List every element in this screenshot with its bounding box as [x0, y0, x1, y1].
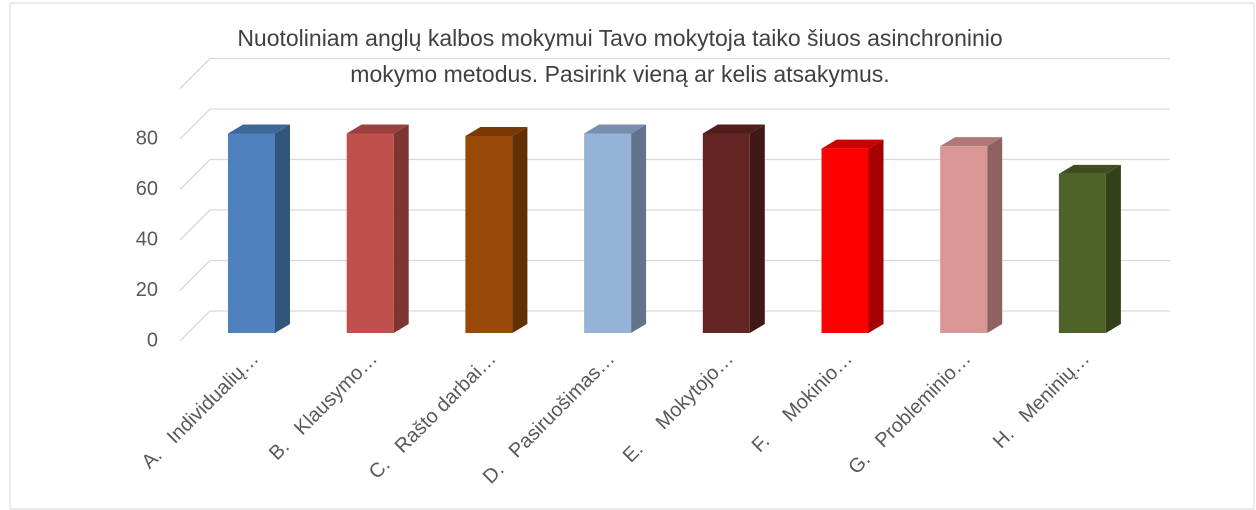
bar-top: [940, 137, 1003, 147]
bar: [940, 137, 1003, 333]
bar: [228, 124, 290, 334]
bar-side: [868, 139, 884, 333]
y-tick-label: 40: [136, 228, 158, 250]
y-tick-label: 60: [136, 178, 158, 200]
bar-side: [275, 124, 290, 334]
bar-side: [393, 124, 409, 334]
bar-side: [749, 124, 765, 334]
y-tick-label: 80: [136, 127, 158, 149]
bar-side: [631, 124, 647, 334]
chart-title: Nuotoliniam anglų kalbos mokymui Tavo mo…: [237, 25, 1002, 51]
bar-front: [584, 133, 632, 333]
bar-top: [228, 124, 290, 134]
grid-line: [179, 159, 211, 190]
bar-top: [821, 139, 884, 149]
bar-top: [584, 124, 647, 134]
chart-subtitle: mokymo metodus. Pasirink vieną ar kelis …: [350, 61, 889, 87]
bar-side: [512, 127, 528, 333]
grid-line: [179, 310, 211, 342]
y-tick-label: 20: [136, 279, 158, 301]
bar-front: [1058, 173, 1106, 333]
bar-top: [702, 124, 765, 134]
bar-front: [465, 136, 513, 333]
bar-front: [940, 146, 988, 333]
bar: [346, 124, 409, 334]
bar: [702, 124, 765, 334]
bar-front: [228, 133, 275, 333]
grid-line: [179, 260, 211, 291]
bar: [1058, 164, 1121, 333]
bar: [584, 124, 647, 334]
bar: [821, 139, 884, 333]
grid-line: [179, 209, 211, 241]
bar-side: [987, 137, 1003, 333]
bar-top: [346, 124, 409, 134]
y-tick-label: 0: [147, 329, 158, 351]
bar-top: [465, 127, 528, 137]
grid-line: [179, 108, 211, 140]
bar: [465, 127, 528, 333]
bar-top: [1058, 164, 1121, 174]
bar-front: [821, 148, 869, 333]
bar-front: [702, 133, 750, 333]
bar-side: [1105, 164, 1121, 333]
wall-edge: [179, 58, 211, 89]
bar-front: [346, 133, 394, 333]
